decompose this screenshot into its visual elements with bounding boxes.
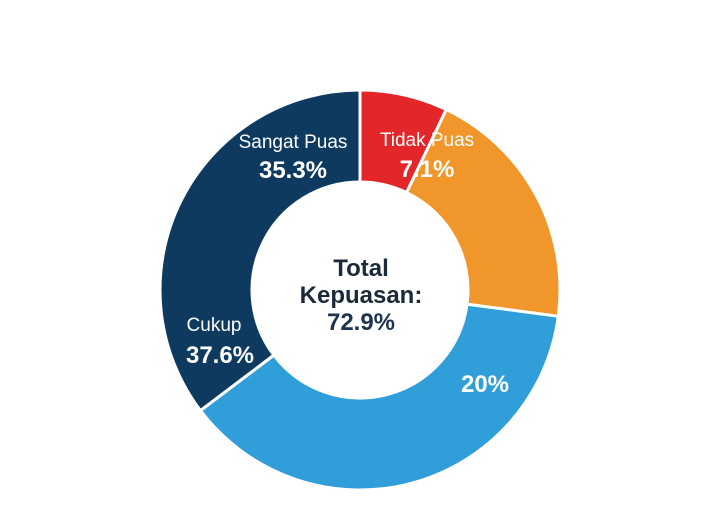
segment-label-tidak-puas: Tidak Puas [380, 130, 474, 151]
segment-value-sangat-puas: 35.3% [259, 157, 327, 184]
center-line1: Total [333, 255, 389, 282]
segment-value-orange: 20% [461, 371, 509, 398]
center-line2: Kepuasan: [300, 282, 423, 309]
segment-value-tidak-puas: 7.1% [400, 156, 455, 183]
donut-hole [252, 182, 468, 398]
donut-segments [158, 88, 562, 492]
segment-label-cukup: Cukup [187, 315, 242, 336]
segment-label-sangat-puas: Sangat Puas [239, 132, 348, 153]
segment-value-cukup: 37.6% [186, 342, 254, 369]
center-value: 72.9% [327, 309, 395, 336]
